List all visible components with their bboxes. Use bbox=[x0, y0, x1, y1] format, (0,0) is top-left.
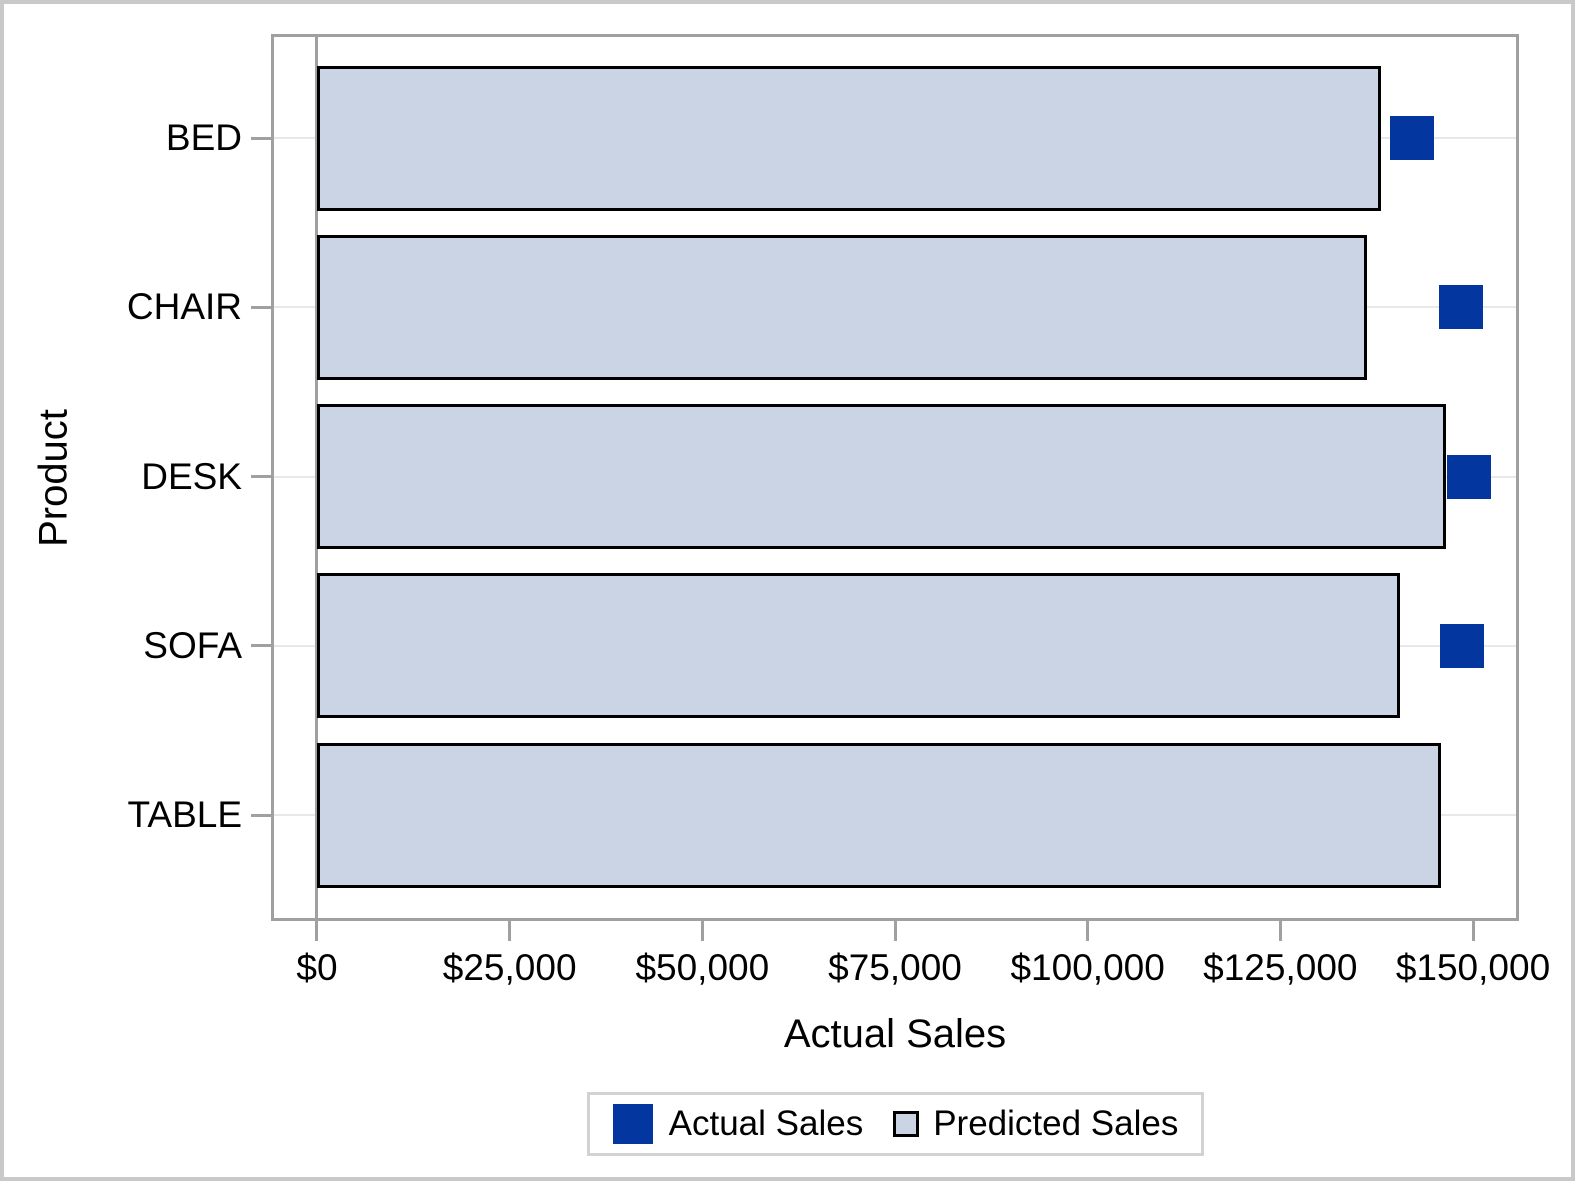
y-axis-tick bbox=[251, 305, 271, 309]
x-tick-label: $50,000 bbox=[635, 947, 770, 988]
legend-label-actual-sales: Actual Sales bbox=[668, 1104, 864, 1143]
legend: Actual Sales Predicted Sales bbox=[587, 1092, 1204, 1156]
x-axis-tick bbox=[893, 921, 897, 941]
x-axis-title: Actual Sales bbox=[783, 1012, 1007, 1056]
y-category-label: SOFA bbox=[143, 624, 242, 666]
predicted-sales-bar bbox=[317, 573, 1400, 719]
x-axis-tick bbox=[1471, 921, 1475, 941]
actual-sales-marker bbox=[1439, 285, 1483, 330]
predicted-sales-bar bbox=[317, 742, 1441, 888]
x-axis-tick bbox=[700, 921, 704, 941]
y-axis-tick bbox=[251, 644, 271, 648]
y-category-label: CHAIR bbox=[126, 286, 242, 328]
predicted-sales-bar bbox=[317, 404, 1446, 549]
x-tick-label: $125,000 bbox=[1203, 947, 1358, 988]
x-axis-tick bbox=[1278, 921, 1282, 941]
legend-swatch-actual-sales-icon bbox=[612, 1104, 653, 1144]
actual-sales-marker bbox=[1390, 116, 1434, 160]
x-tick-label: $0 bbox=[296, 947, 338, 988]
y-axis-tick bbox=[251, 813, 271, 817]
y-axis-tick bbox=[251, 136, 271, 140]
x-axis-tick bbox=[1086, 921, 1090, 941]
x-tick-label: $75,000 bbox=[828, 947, 962, 988]
x-zero-axis-line bbox=[315, 34, 318, 941]
predicted-sales-bar bbox=[317, 234, 1367, 380]
legend-swatch-predicted-sales-icon bbox=[893, 1111, 920, 1137]
y-category-label: DESK bbox=[141, 455, 242, 497]
x-tick-label: $100,000 bbox=[1010, 947, 1165, 988]
predicted-sales-bar bbox=[317, 65, 1381, 211]
y-axis-tick bbox=[251, 475, 271, 478]
y-category-label: TABLE bbox=[127, 794, 242, 835]
legend-label-predicted-sales: Predicted Sales bbox=[933, 1104, 1179, 1143]
actual-sales-marker bbox=[1440, 623, 1484, 668]
x-tick-label: $150,000 bbox=[1395, 947, 1551, 988]
x-tick-label: $25,000 bbox=[442, 947, 577, 988]
y-category-label: BED bbox=[165, 117, 242, 158]
x-axis-tick bbox=[508, 921, 512, 941]
actual-sales-marker bbox=[1447, 454, 1491, 499]
